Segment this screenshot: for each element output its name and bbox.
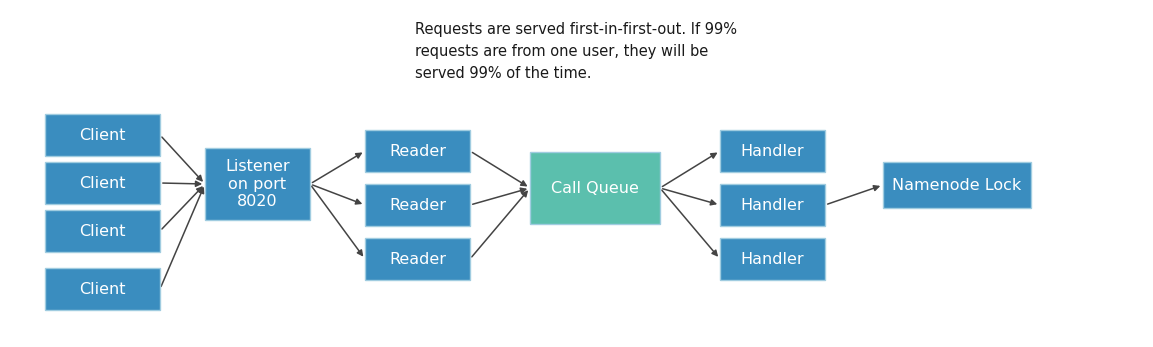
Text: Listener
on port
8020: Listener on port 8020 bbox=[225, 159, 289, 209]
FancyBboxPatch shape bbox=[45, 114, 160, 156]
FancyBboxPatch shape bbox=[719, 238, 826, 280]
Text: Reader: Reader bbox=[389, 197, 446, 212]
FancyBboxPatch shape bbox=[883, 162, 1031, 208]
FancyBboxPatch shape bbox=[719, 184, 826, 226]
Text: Handler: Handler bbox=[740, 144, 805, 159]
Text: Handler: Handler bbox=[740, 252, 805, 266]
Text: Call Queue: Call Queue bbox=[551, 180, 639, 195]
Text: Namenode Lock: Namenode Lock bbox=[892, 178, 1022, 193]
FancyBboxPatch shape bbox=[719, 130, 826, 172]
FancyBboxPatch shape bbox=[205, 148, 310, 220]
Text: Client: Client bbox=[80, 223, 126, 238]
FancyBboxPatch shape bbox=[366, 238, 470, 280]
FancyBboxPatch shape bbox=[366, 130, 470, 172]
FancyBboxPatch shape bbox=[530, 152, 660, 224]
Text: Handler: Handler bbox=[740, 197, 805, 212]
Text: Reader: Reader bbox=[389, 144, 446, 159]
Text: Client: Client bbox=[80, 127, 126, 143]
Text: Client: Client bbox=[80, 176, 126, 191]
FancyBboxPatch shape bbox=[45, 210, 160, 252]
FancyBboxPatch shape bbox=[45, 268, 160, 310]
Text: Requests are served first-in-first-out. If 99%
requests are from one user, they : Requests are served first-in-first-out. … bbox=[415, 22, 737, 82]
Text: Client: Client bbox=[80, 281, 126, 296]
FancyBboxPatch shape bbox=[366, 184, 470, 226]
FancyBboxPatch shape bbox=[45, 162, 160, 204]
Text: Reader: Reader bbox=[389, 252, 446, 266]
